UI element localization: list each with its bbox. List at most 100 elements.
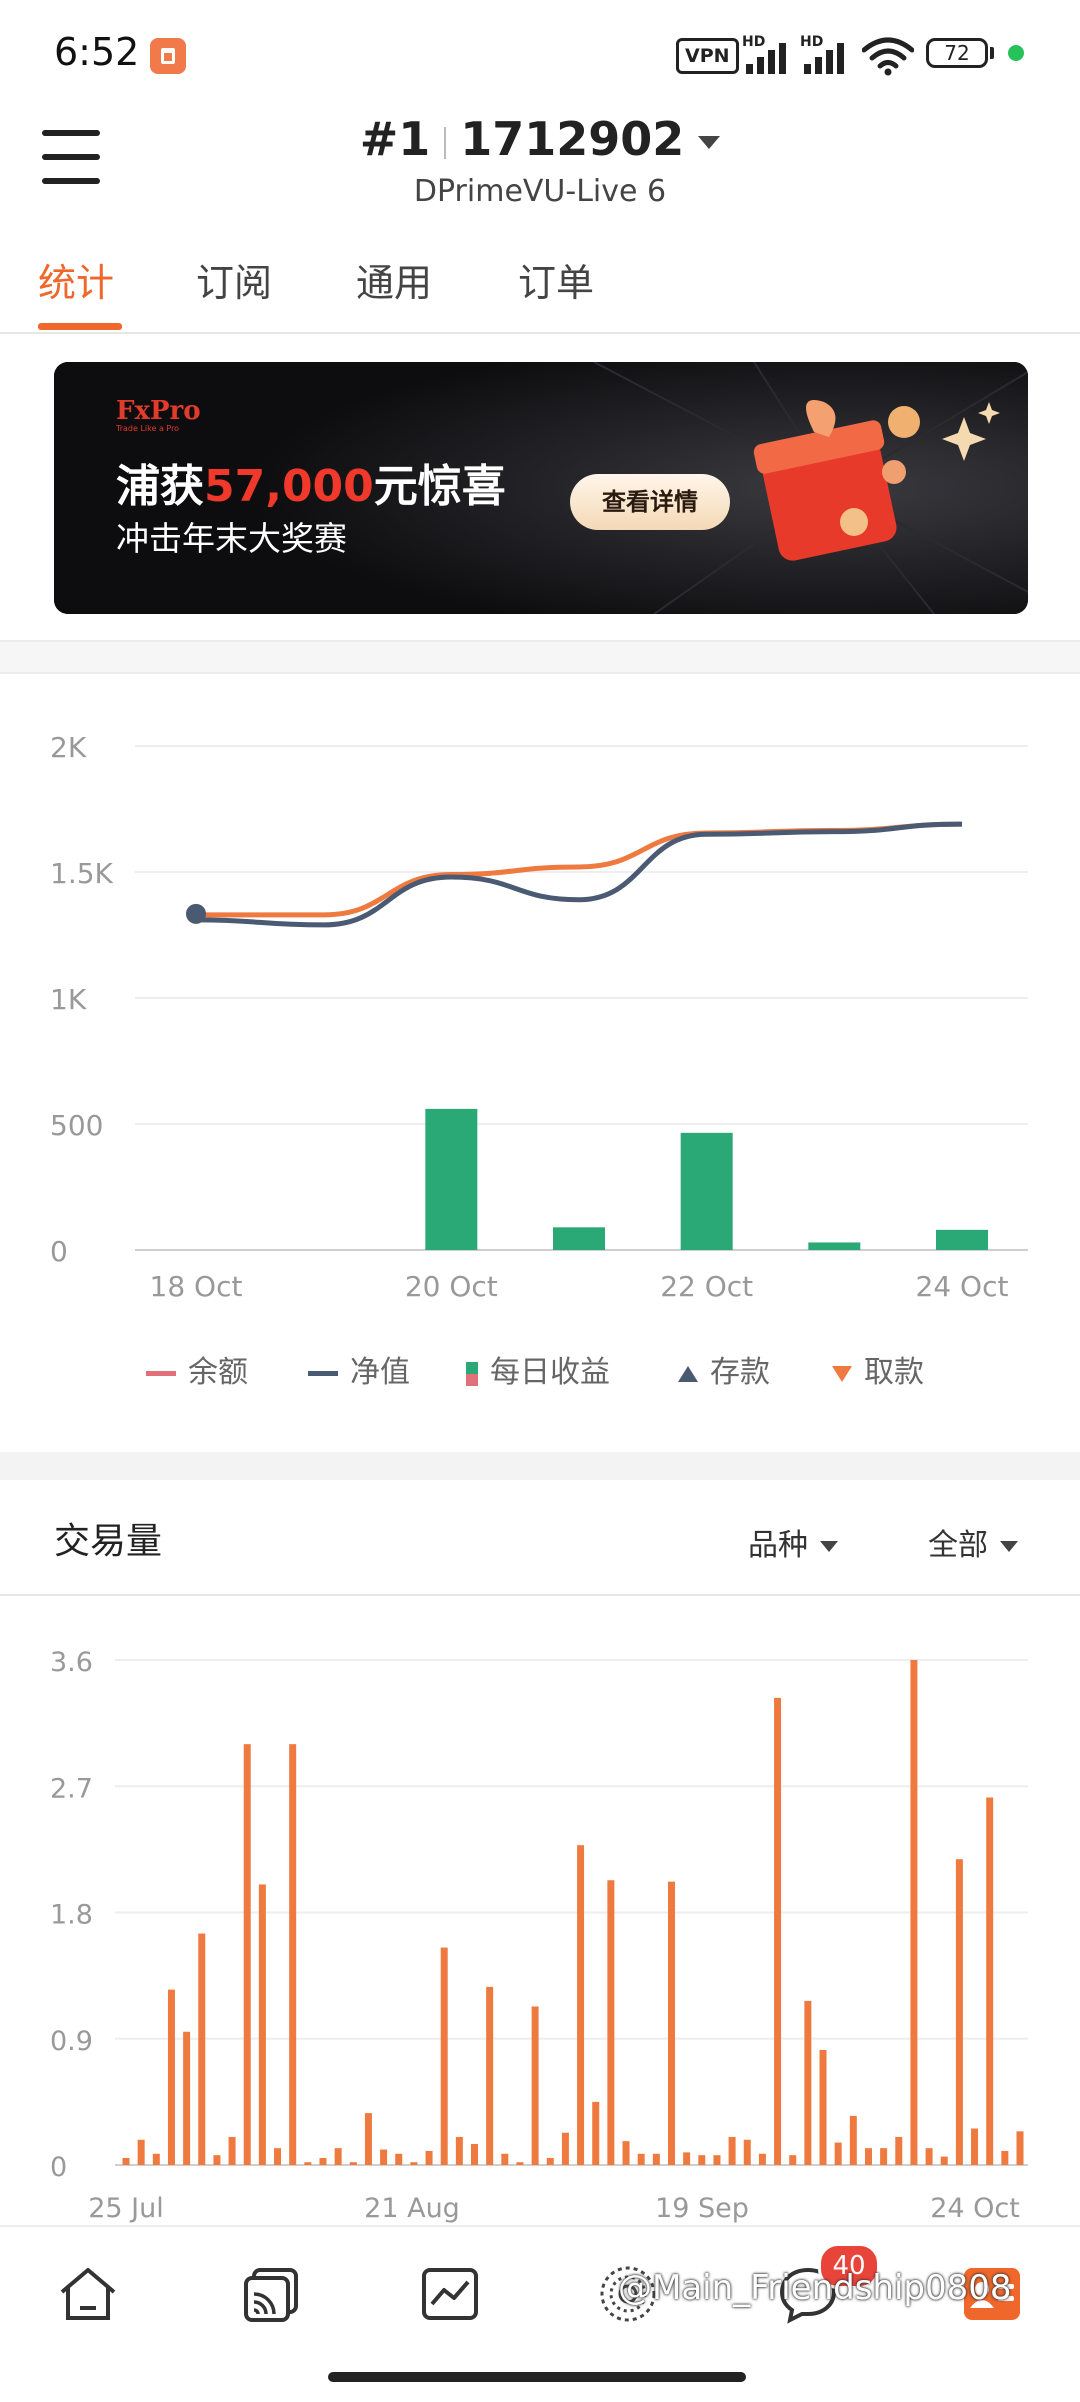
volume-bar [955, 1859, 963, 2165]
tab-general[interactable]: 通用 [356, 261, 433, 305]
legend-daily-profit[interactable]: 每日收益 [466, 1347, 610, 1391]
fxpro-tagline: Trade Like a Pro [116, 424, 180, 433]
tab-divider [0, 332, 1080, 334]
x-tick-label: 20 Oct [405, 1270, 498, 1303]
discover-icon[interactable] [596, 2262, 660, 2326]
account-number: 1712902 [460, 112, 685, 166]
title-separator [444, 126, 447, 159]
quotes-icon[interactable] [240, 2262, 304, 2326]
x-tick-label: 18 Oct [150, 1270, 243, 1303]
start-point-marker [186, 903, 206, 924]
home-icon[interactable] [56, 2262, 120, 2326]
volume-bar [380, 2149, 388, 2165]
volume-bar [925, 2148, 933, 2165]
all-filter-dropdown[interactable]: 全部 [928, 1520, 1018, 1564]
legend-equity[interactable]: 净值 [308, 1347, 410, 1391]
tab-statistics[interactable]: 统计 [38, 261, 115, 305]
volume-bar [758, 2153, 766, 2165]
tab-subscribe[interactable]: 订阅 [196, 261, 273, 305]
volume-bar [864, 2148, 872, 2165]
volume-bar [304, 2162, 312, 2165]
volume-bar [516, 2162, 524, 2165]
volume-bar [895, 2136, 903, 2165]
legend-deposit[interactable]: 存款 [678, 1347, 770, 1391]
tab-indicator [38, 323, 122, 330]
y-tick-label: 3.6 [50, 1647, 93, 1678]
y-tick-label: 500 [50, 1109, 103, 1142]
legend-withdrawal[interactable]: 取款 [832, 1347, 924, 1391]
volume-bar [546, 2157, 554, 2165]
view-details-button[interactable]: 查看详情 [570, 474, 730, 530]
x-tick-label: 25 Jul [88, 2193, 164, 2224]
promo-banner[interactable]: FxPro Trade Like a Pro 浦获57,000元惊喜 冲击年末大… [54, 362, 1028, 614]
chat-icon[interactable] [776, 2262, 840, 2326]
menu-icon[interactable] [42, 130, 100, 184]
volume-bar [728, 2136, 736, 2165]
user-watermark: @Main_Friendship0808 [618, 2268, 1012, 2308]
banner-background [54, 362, 1028, 614]
chart-icon[interactable] [418, 2262, 482, 2326]
volume-bar [440, 1947, 448, 2165]
volume-title: 交易量 [54, 1521, 163, 1562]
symbol-filter-dropdown[interactable]: 品种 [748, 1520, 838, 1564]
volume-bar [122, 2157, 130, 2165]
volume-bar [971, 2128, 979, 2165]
volume-bar [592, 2101, 600, 2165]
account-selector[interactable]: #1 1712902 [0, 112, 1080, 166]
volume-bar [198, 1933, 206, 2165]
volume-bar [501, 2153, 509, 2165]
volume-bar [577, 1845, 585, 2165]
volume-bar [228, 2136, 236, 2165]
profile-card-icon[interactable] [960, 2262, 1024, 2326]
message-count-badge: 40 [818, 2243, 880, 2289]
home-indicator [328, 2372, 746, 2382]
fxpro-logo: FxPro [116, 396, 201, 426]
y-tick-label: 1K [50, 983, 87, 1016]
triangle-up-icon [678, 1365, 698, 1382]
volume-bar [1016, 2131, 1024, 2165]
volume-bar [774, 1697, 782, 2165]
volume-bar [683, 2152, 691, 2165]
daily-profit-bar [553, 1227, 605, 1250]
volume-bar [607, 1880, 615, 2165]
x-tick-label: 24 Oct [930, 2193, 1020, 2224]
y-tick-label: 2.7 [50, 1773, 93, 1804]
battery-nub [990, 47, 994, 59]
volume-bar [471, 2143, 479, 2165]
volume-bar [349, 2162, 357, 2165]
section-gap [0, 640, 1080, 674]
privacy-indicator-dot [1008, 45, 1024, 61]
volume-bar [258, 1884, 266, 2165]
volume-bar [213, 2155, 221, 2165]
volume-bar [637, 2153, 645, 2165]
account-prefix: #1 [359, 112, 431, 166]
vpn-icon: VPN [676, 38, 739, 74]
notification-app-icon [150, 38, 186, 74]
chevron-down-icon [1000, 1541, 1018, 1552]
chevron-down-icon [820, 1541, 838, 1552]
volume-bar [667, 1881, 675, 2165]
volume-bar [880, 2148, 888, 2165]
x-tick-label: 24 Oct [916, 1270, 1009, 1303]
volume-bar [410, 2162, 418, 2165]
volume-bar [1001, 2150, 1009, 2165]
volume-bar [183, 2031, 191, 2165]
volume-bar [334, 2148, 342, 2165]
gift-box-illustration [753, 400, 1000, 561]
legend-bar-marker [466, 1361, 478, 1386]
x-tick-label: 22 Oct [660, 1270, 753, 1303]
tab-orders[interactable]: 订单 [518, 261, 595, 305]
y-tick-label: 0 [50, 1235, 68, 1268]
status-time: 6:52 [54, 30, 140, 74]
daily-profit-bar [680, 1132, 733, 1250]
volume-divider [0, 1594, 1080, 1596]
x-tick-label: 19 Sep [655, 2193, 749, 2224]
triangle-down-icon [832, 1365, 852, 1382]
volume-bar [425, 2150, 433, 2165]
banner-subline: 冲击年末大奖赛 [116, 519, 347, 558]
volume-bar [804, 2000, 812, 2165]
balance-chart: 0 500 1K 1.5K 2K 18 Oct 20 Oct 22 Oct 24 Oct [50, 731, 1028, 1303]
legend-balance[interactable]: 余额 [146, 1347, 248, 1391]
volume-bar [819, 2049, 827, 2165]
volume-bar [834, 2142, 842, 2165]
